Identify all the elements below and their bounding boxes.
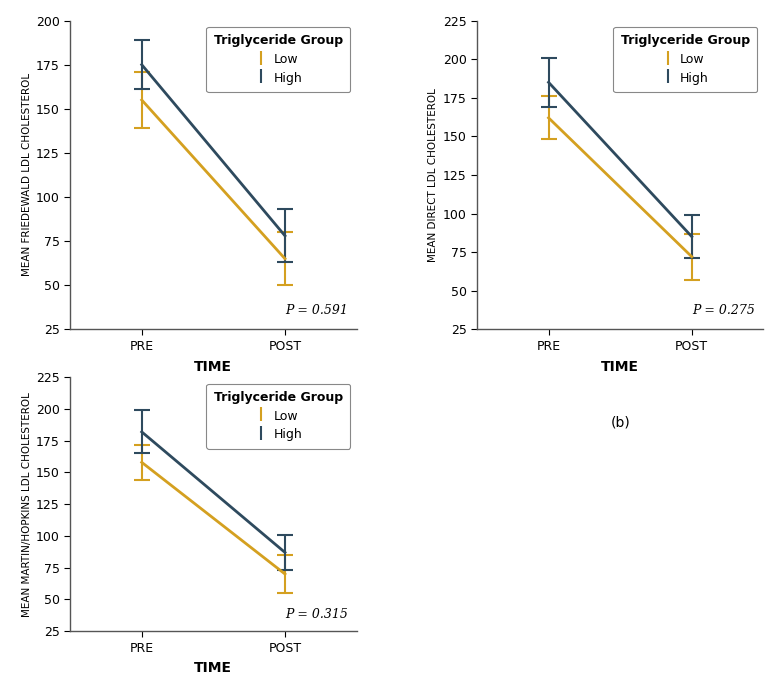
Text: P = 0.275: P = 0.275	[692, 304, 755, 317]
Text: (a): (a)	[203, 416, 223, 429]
Text: P = 0.591: P = 0.591	[285, 304, 348, 317]
Legend: Low, High: Low, High	[206, 383, 351, 449]
Text: P = 0.315: P = 0.315	[285, 608, 348, 621]
Legend: Low, High: Low, High	[206, 27, 351, 92]
Y-axis label: MEAN FRIEDEWALD LDL CHOLESTEROL: MEAN FRIEDEWALD LDL CHOLESTEROL	[22, 73, 32, 276]
Y-axis label: MEAN DIRECT LDL CHOLESTEROL: MEAN DIRECT LDL CHOLESTEROL	[428, 88, 439, 262]
X-axis label: TIME: TIME	[601, 359, 640, 374]
X-axis label: TIME: TIME	[194, 359, 232, 374]
Text: (b): (b)	[610, 416, 630, 429]
X-axis label: TIME: TIME	[194, 661, 232, 676]
Legend: Low, High: Low, High	[613, 27, 757, 92]
Y-axis label: MEAN MARTIN/HOPKINS LDL CHOLESTEROL: MEAN MARTIN/HOPKINS LDL CHOLESTEROL	[22, 392, 32, 617]
